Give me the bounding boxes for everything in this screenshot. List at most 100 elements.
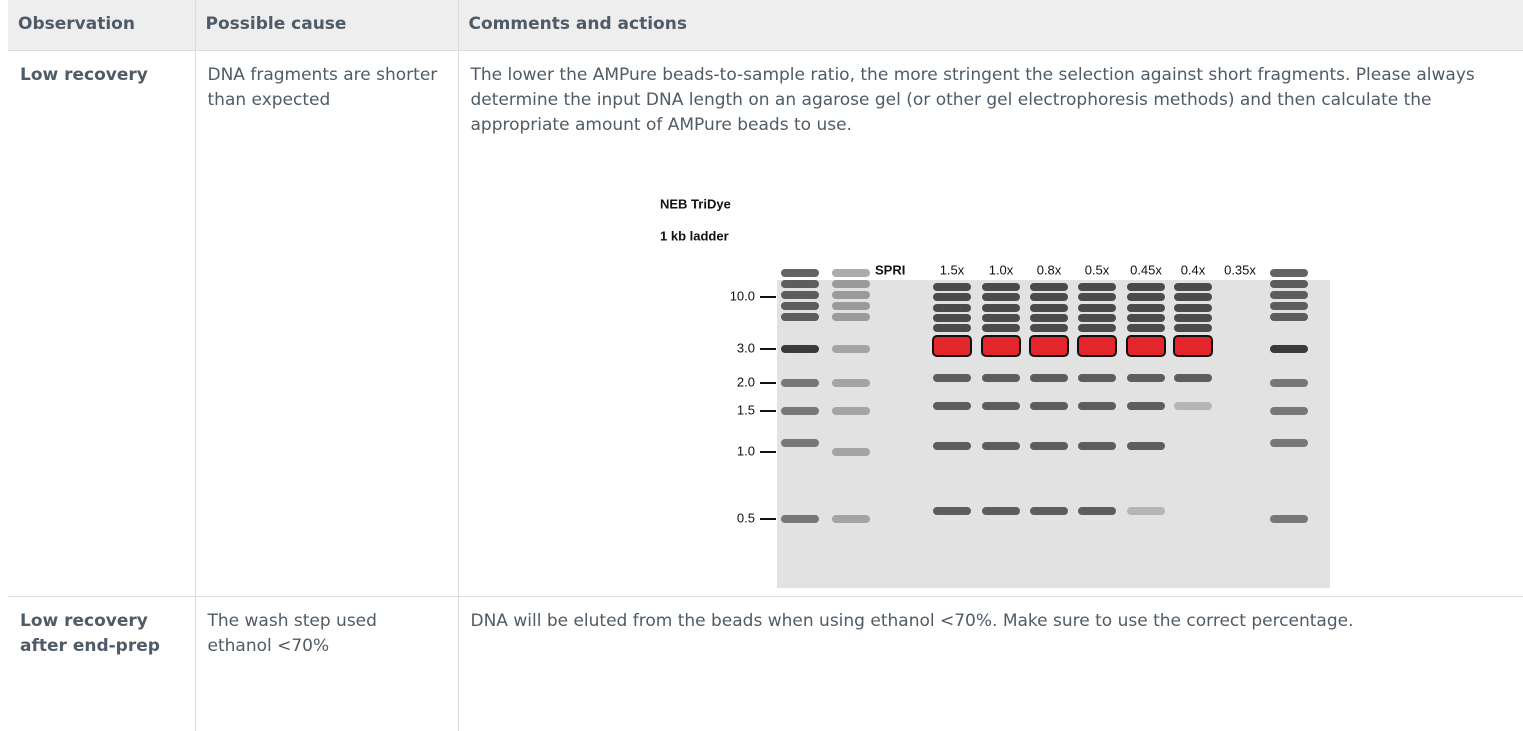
band xyxy=(1078,507,1116,515)
band xyxy=(832,302,870,310)
band xyxy=(933,402,971,410)
lane-label: 0.8x xyxy=(1037,262,1062,277)
band xyxy=(1270,291,1308,299)
lane-label: 0.4x xyxy=(1181,262,1206,277)
band xyxy=(1127,283,1165,291)
band xyxy=(1174,374,1212,382)
page: Observation Possible cause Comments and … xyxy=(0,0,1523,731)
band xyxy=(933,304,971,312)
band xyxy=(982,374,1020,382)
band xyxy=(781,345,819,353)
cell: Low recovery xyxy=(8,51,195,597)
band xyxy=(933,374,971,382)
band xyxy=(1270,345,1308,353)
band xyxy=(933,293,971,301)
band xyxy=(832,313,870,321)
band xyxy=(1270,313,1308,321)
header-cell: Observation xyxy=(8,0,195,51)
figure-title: 1 kb ladder xyxy=(660,228,729,243)
band xyxy=(832,269,870,277)
lane-label: 0.45x xyxy=(1130,262,1162,277)
header-cell: Possible cause xyxy=(195,0,458,51)
band xyxy=(1174,283,1212,291)
band xyxy=(832,448,870,456)
band xyxy=(933,442,971,450)
band xyxy=(1030,304,1068,312)
lane-group-label: SPRI xyxy=(875,262,905,277)
band xyxy=(1270,439,1308,447)
band xyxy=(1270,515,1308,523)
band xyxy=(1078,304,1116,312)
band xyxy=(1174,293,1212,301)
size-marker: 1.5 xyxy=(737,402,755,417)
band xyxy=(1078,374,1116,382)
header-cell: Comments and actions xyxy=(458,0,1523,51)
band xyxy=(832,280,870,288)
size-marker: 1.0 xyxy=(737,443,755,458)
band xyxy=(832,345,870,353)
band xyxy=(832,379,870,387)
band xyxy=(982,442,1020,450)
highlight-band xyxy=(982,336,1020,356)
band xyxy=(1127,314,1165,322)
band xyxy=(982,293,1020,301)
band xyxy=(781,269,819,277)
highlight-band xyxy=(933,336,971,356)
band xyxy=(1078,283,1116,291)
lane-label: 0.5x xyxy=(1085,262,1110,277)
band xyxy=(832,515,870,523)
band xyxy=(933,507,971,515)
band xyxy=(1030,314,1068,322)
band xyxy=(1270,280,1308,288)
band xyxy=(832,291,870,299)
band xyxy=(1270,269,1308,277)
size-marker: 10.0 xyxy=(730,288,755,303)
band xyxy=(1030,507,1068,515)
band xyxy=(781,291,819,299)
band xyxy=(1174,314,1212,322)
band xyxy=(781,515,819,523)
lane-label: 0.35x xyxy=(1224,262,1256,277)
band xyxy=(781,379,819,387)
band xyxy=(1127,507,1165,515)
band xyxy=(1030,324,1068,332)
cell: The wash step used ethanol <70% xyxy=(195,597,458,731)
band xyxy=(1127,304,1165,312)
figure-title: NEB TriDye xyxy=(660,196,731,211)
band xyxy=(781,302,819,310)
band xyxy=(1270,379,1308,387)
band xyxy=(832,407,870,415)
band xyxy=(982,283,1020,291)
band xyxy=(1030,293,1068,301)
band xyxy=(1174,304,1212,312)
band xyxy=(1030,442,1068,450)
band xyxy=(982,304,1020,312)
band xyxy=(1174,402,1212,410)
band xyxy=(1127,442,1165,450)
band xyxy=(781,407,819,415)
band xyxy=(781,280,819,288)
band xyxy=(1127,324,1165,332)
band xyxy=(1270,302,1308,310)
highlight-band xyxy=(1030,336,1068,356)
band xyxy=(933,314,971,322)
band xyxy=(1127,293,1165,301)
size-marker: 2.0 xyxy=(737,374,755,389)
header-row: Observation Possible cause Comments and … xyxy=(8,0,1523,51)
band xyxy=(1030,283,1068,291)
band xyxy=(1270,407,1308,415)
band xyxy=(933,283,971,291)
gel-figure: NEB TriDye 1 kb ladder SPRI 1.5x 1.0x 0.8x 0.5… xyxy=(640,190,1340,590)
band xyxy=(933,324,971,332)
band xyxy=(1174,324,1212,332)
cell: Low recovery after end-prep xyxy=(8,597,195,731)
band xyxy=(781,439,819,447)
highlight-band xyxy=(1174,336,1212,356)
band xyxy=(982,324,1020,332)
band xyxy=(982,402,1020,410)
band xyxy=(982,507,1020,515)
lane-label: 1.5x xyxy=(940,262,965,277)
cell: DNA fragments are shorter than expected xyxy=(195,51,458,597)
lane-label: 1.0x xyxy=(989,262,1014,277)
band xyxy=(1078,324,1116,332)
